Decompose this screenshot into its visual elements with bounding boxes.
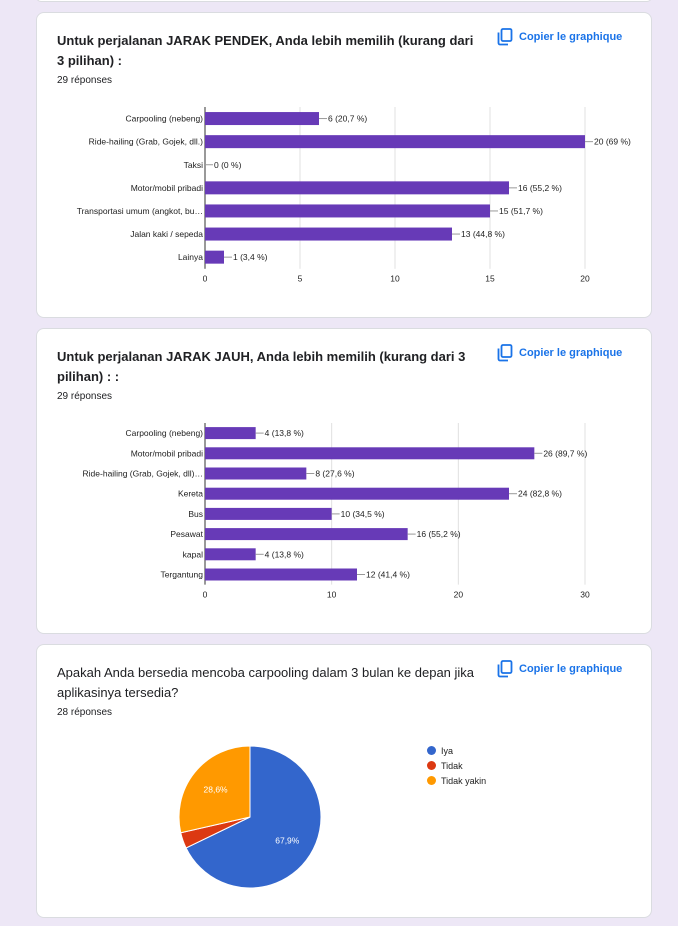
- copy-icon: [497, 660, 513, 678]
- copy-chart-label: Copier le graphique: [519, 31, 623, 43]
- category-label: Carpooling (nebeng): [126, 114, 204, 124]
- category-label: Lainya: [178, 252, 203, 262]
- legend-label: Tidak yakin: [441, 775, 487, 786]
- data-label: 1 (3,4 %): [233, 252, 268, 262]
- category-label: Ride-hailing (Grab, Gojek, dll.): [89, 137, 203, 147]
- x-tick-label: 5: [298, 274, 303, 284]
- data-label: 20 (69 %): [594, 137, 631, 147]
- copy-chart-label: Copier le graphique: [519, 663, 623, 675]
- pie-legend: Iya Tidak Tidak yakin: [427, 743, 486, 788]
- data-label: 8 (27,6 %): [315, 469, 354, 479]
- category-label: Taksi: [184, 160, 203, 170]
- bar: [205, 568, 357, 581]
- x-tick-label: 0: [203, 590, 208, 600]
- bar-chart-long-trip: 0 10 20 30 Carpooling (nebeng) 4 (13,8 %) Moto…: [83, 423, 590, 600]
- category-label: kapal: [183, 549, 203, 559]
- copy-chart-button[interactable]: Copier le graphique: [497, 344, 622, 362]
- question-title: Untuk perjalanan JARAK JAUH, Anda lebih …: [57, 349, 466, 384]
- legend-item: Tidak: [427, 758, 486, 773]
- legend-label: Tidak: [441, 760, 463, 771]
- response-count: 29 réponses: [57, 75, 113, 86]
- bar: [205, 112, 319, 126]
- data-label: 4 (13,8 %): [265, 428, 304, 438]
- response-count: 28 réponses: [57, 707, 113, 718]
- category-label: Bus: [188, 509, 203, 519]
- bar: [205, 204, 490, 218]
- bar: [205, 447, 535, 460]
- question-title: Apakah Anda bersedia mencoba carpooling …: [57, 665, 475, 700]
- category-label: Kereta: [178, 489, 203, 499]
- data-label: 26 (89,7 %): [543, 448, 587, 458]
- question-card-long-trip: Untuk perjalanan JARAK JAUH, Anda lebih …: [36, 328, 652, 634]
- category-label: Carpooling (nebeng): [126, 428, 204, 438]
- question-card-short-trip: Untuk perjalanan JARAK PENDEK, Anda lebi…: [36, 12, 652, 318]
- copy-chart-button[interactable]: Copier le graphique: [497, 660, 622, 678]
- x-tick-label: 15: [485, 274, 495, 284]
- x-tick-label: 10: [390, 274, 400, 284]
- category-label: Jalan kaki / sepeda: [130, 229, 203, 239]
- data-label: 0 (0 %): [214, 160, 242, 170]
- x-tick-label: 30: [580, 590, 590, 600]
- legend-label: Iya: [441, 745, 454, 756]
- data-label: 12 (41,4 %): [366, 570, 410, 580]
- data-label: 10 (34,5 %): [341, 509, 385, 519]
- data-label: 4 (13,8 %): [265, 549, 304, 559]
- data-label: 16 (55,2 %): [518, 183, 562, 193]
- copy-chart-label: Copier le graphique: [519, 347, 623, 359]
- response-count: 29 réponses: [57, 391, 113, 402]
- pie-data-label: 67,9%: [275, 835, 300, 845]
- category-label: Tergantung: [160, 570, 203, 580]
- pie-slice: [185, 745, 322, 889]
- category-label: Motor/mobil pribadi: [131, 448, 203, 458]
- category-label: Transportasi umum (angkot, bu…: [77, 206, 203, 216]
- data-label: 13 (44,8 %): [461, 229, 505, 239]
- bar: [205, 427, 256, 440]
- category-label: Pesawat: [170, 529, 203, 539]
- pie-chart-carpooling: 67,9% 28,6%: [178, 745, 322, 889]
- bar: [205, 507, 332, 520]
- bar: [205, 250, 224, 264]
- x-tick-label: 20: [580, 274, 590, 284]
- legend-swatch: [427, 761, 436, 770]
- bar: [205, 487, 509, 500]
- bar: [205, 135, 585, 149]
- data-label: 24 (82,8 %): [518, 489, 562, 499]
- copy-icon: [497, 344, 513, 362]
- bar-chart-short-trip: 0 5 10 15 20 Carpooling (nebeng) 6 (20,7 %) Rid…: [77, 107, 631, 284]
- data-label: 15 (51,7 %): [499, 206, 543, 216]
- bar: [205, 467, 307, 480]
- previous-card: [36, 0, 652, 2]
- pie-slice: [178, 745, 251, 834]
- data-label: 16 (55,2 %): [417, 529, 461, 539]
- pie-data-label: 28,6%: [204, 785, 229, 795]
- question-title: Untuk perjalanan JARAK PENDEK, Anda lebi…: [57, 33, 474, 68]
- legend-swatch: [427, 776, 436, 785]
- category-label: Motor/mobil pribadi: [131, 183, 203, 193]
- bar: [205, 548, 256, 561]
- bar: [205, 528, 408, 541]
- legend-swatch: [427, 746, 436, 755]
- copy-icon: [497, 28, 513, 46]
- category-label: Ride-hailing (Grab, Gojek, dll)…: [83, 469, 203, 479]
- copy-chart-button[interactable]: Copier le graphique: [497, 28, 622, 46]
- x-tick-label: 10: [327, 590, 337, 600]
- legend-item: Tidak yakin: [427, 773, 486, 788]
- bar: [205, 227, 452, 241]
- x-tick-label: 0: [203, 274, 208, 284]
- x-tick-label: 20: [454, 590, 464, 600]
- legend-item: Iya: [427, 743, 486, 758]
- data-label: 6 (20,7 %): [328, 114, 367, 124]
- question-card-carpooling: Apakah Anda bersedia mencoba carpooling …: [36, 644, 652, 918]
- bar: [205, 181, 509, 195]
